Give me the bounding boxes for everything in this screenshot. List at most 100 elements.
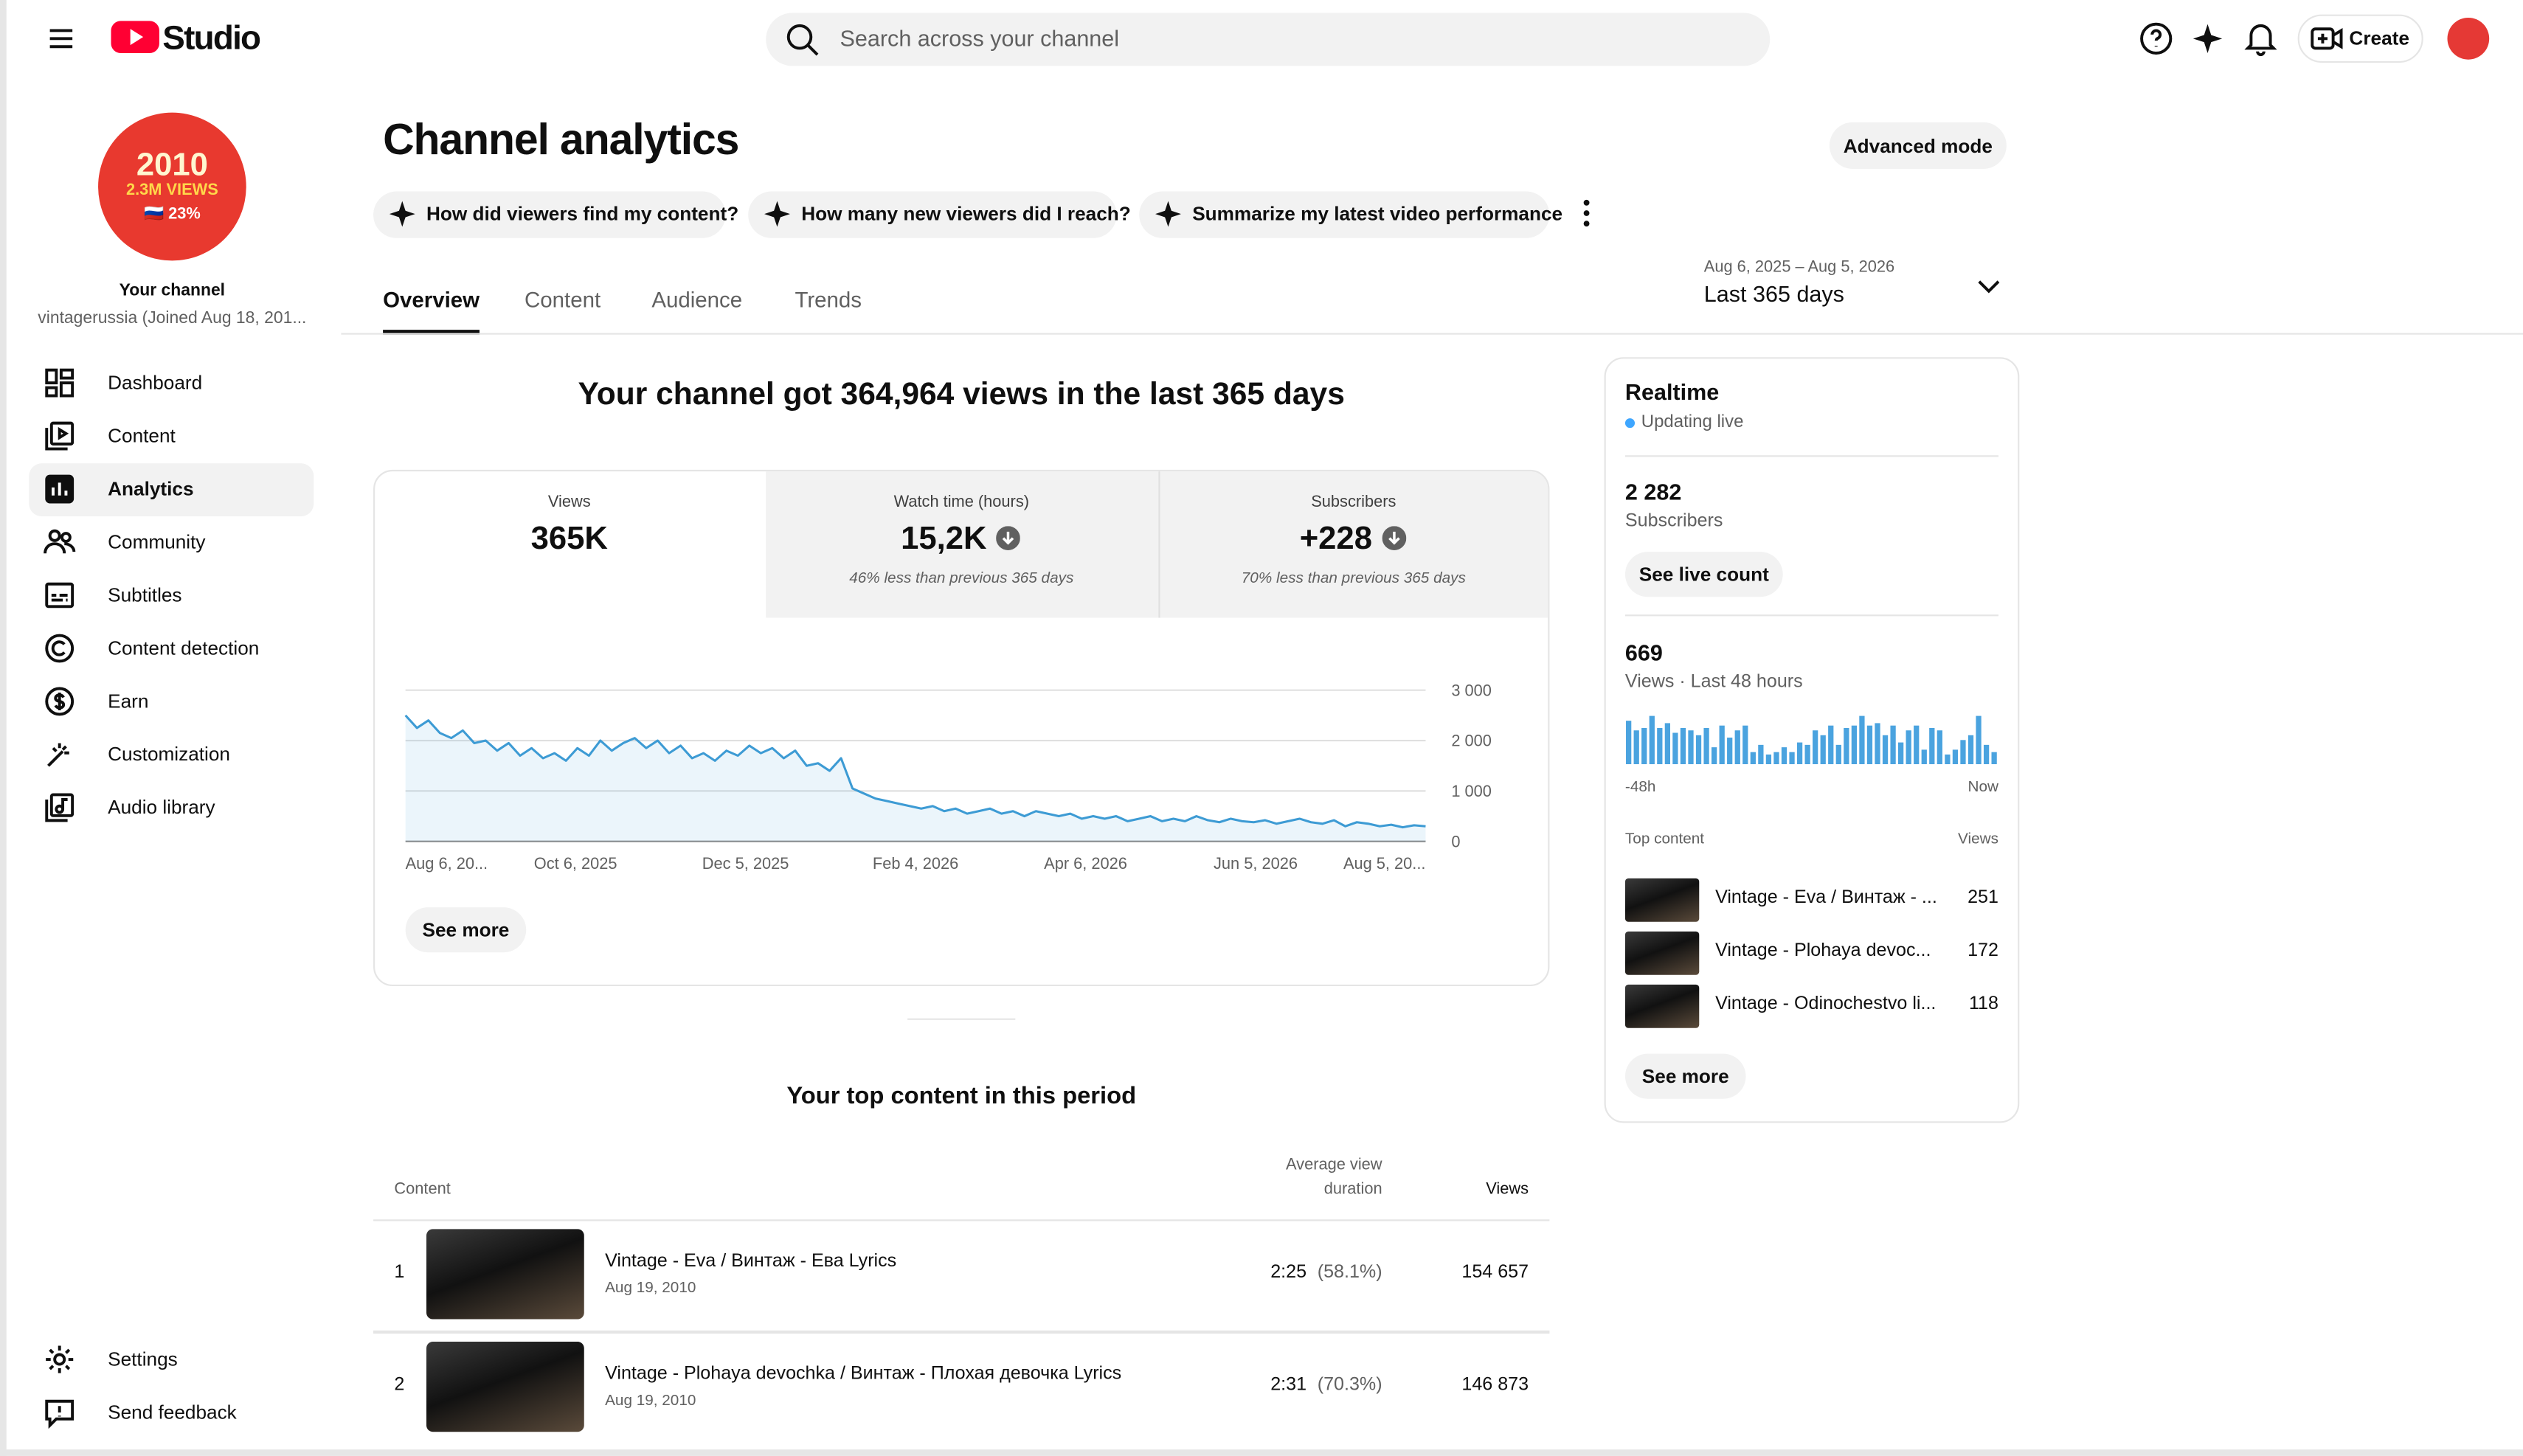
create-label[interactable]: Create: [2349, 27, 2409, 50]
video-title[interactable]: Vintage - Eva / Винтаж - Ева Lyrics: [605, 1252, 897, 1272]
nav-item[interactable]: Analytics: [108, 477, 194, 500]
thumbnail[interactable]: [1624, 984, 1700, 1028]
nav-item[interactable]: Settings: [108, 1348, 178, 1370]
realtime-title: Realtime: [1624, 378, 1720, 405]
date-range-label[interactable]: Last 365 days: [1703, 280, 1844, 307]
ai-icon: [389, 201, 415, 227]
nav-icon[interactable]: [44, 473, 76, 505]
nav-icon[interactable]: [44, 579, 76, 611]
nav-item[interactable]: Community: [108, 530, 206, 553]
nav-icon[interactable]: [44, 526, 76, 558]
more-icon[interactable]: [1580, 198, 1593, 230]
nav-item[interactable]: Customization: [108, 743, 230, 766]
thumbnail[interactable]: [426, 1229, 584, 1320]
nav-item[interactable]: Audio library: [108, 796, 215, 819]
suggestion-chip[interactable]: [748, 191, 1117, 238]
suggestion-chip[interactable]: [1139, 191, 1550, 238]
rank: 1: [394, 1263, 405, 1283]
bar: [1711, 747, 1717, 765]
divider: [1158, 471, 1160, 618]
nav-icon[interactable]: [44, 738, 76, 771]
metric-value[interactable]: 15,2K: [901, 521, 987, 557]
bar: [1633, 730, 1639, 765]
channel-avatar[interactable]: [98, 112, 246, 261]
create-icon[interactable]: [2311, 26, 2343, 52]
search-box[interactable]: [766, 13, 1771, 66]
nav-icon[interactable]: [44, 791, 76, 824]
help-icon[interactable]: [2139, 21, 2174, 56]
search-icon[interactable]: [785, 23, 820, 58]
logo-text[interactable]: Studio: [162, 20, 261, 58]
metric-tab-bg: [766, 471, 1548, 618]
suggestion-text[interactable]: Summarize my latest video performance: [1192, 202, 1563, 225]
nav-icon[interactable]: [44, 367, 76, 399]
nav-icon[interactable]: [44, 632, 76, 665]
nav-icon[interactable]: [44, 1396, 76, 1429]
ai-icon-shape: [2193, 24, 2223, 53]
suggestion-chip[interactable]: [373, 191, 726, 238]
video-title[interactable]: Vintage - Plohaya devochka / Винтаж - Пл…: [605, 1363, 1122, 1383]
item-title[interactable]: Vintage - Eva / Винтаж - ...: [1715, 888, 1937, 908]
bar: [1765, 754, 1772, 765]
x-tick-label: Oct 6, 2025: [534, 854, 617, 873]
bar: [1804, 744, 1810, 765]
metric-value[interactable]: 365K: [530, 521, 608, 557]
live-count-button[interactable]: See live count: [1624, 552, 1783, 597]
thumbnail[interactable]: [426, 1340, 584, 1432]
item-title[interactable]: Vintage - Plohaya devoc...: [1715, 941, 1931, 961]
nav-item[interactable]: Content: [108, 424, 176, 447]
chevron-down[interactable]: [1976, 277, 2001, 296]
tab[interactable]: Trends: [795, 288, 862, 312]
search-placeholder[interactable]: Search across your channel: [840, 25, 1120, 51]
metric-label[interactable]: Views: [547, 493, 591, 512]
suggestion-text[interactable]: How many new viewers did I reach?: [801, 202, 1131, 225]
bar: [1976, 715, 1982, 765]
nav-icon[interactable]: [44, 420, 76, 452]
nav-item[interactable]: Send feedback: [108, 1401, 237, 1424]
nav-selected-bg[interactable]: [29, 463, 314, 517]
search-icon-shape: [806, 44, 819, 56]
nav-icon[interactable]: [44, 685, 76, 718]
nav-icon-shape: [53, 1353, 66, 1366]
nav-icon[interactable]: [44, 1343, 76, 1376]
bar: [1890, 725, 1896, 765]
views-label: Views · Last 48 hours: [1624, 672, 1803, 693]
rank: 2: [394, 1374, 405, 1395]
nav-item[interactable]: Subtitles: [108, 583, 182, 606]
video-date: Aug 19, 2010: [605, 1391, 696, 1410]
subscriber-label: Subscribers: [1624, 511, 1723, 531]
thumbnail[interactable]: [1624, 878, 1700, 922]
y-tick-label: 3 000: [1451, 681, 1492, 699]
menu-icon[interactable]: [46, 24, 75, 53]
bar: [1657, 727, 1663, 765]
nav-item[interactable]: Earn: [108, 690, 149, 713]
suggestion-text[interactable]: How did viewers find my content?: [426, 202, 739, 225]
account-avatar[interactable]: [2447, 17, 2490, 60]
metric-label[interactable]: Subscribers: [1311, 493, 1397, 512]
logo-icon[interactable]: [111, 19, 162, 55]
tab[interactable]: Content: [525, 288, 601, 312]
tab[interactable]: Overview: [383, 288, 480, 312]
metric-label[interactable]: Watch time (hours): [893, 493, 1029, 512]
bar: [1719, 725, 1725, 765]
ai-icon[interactable]: [2192, 23, 2224, 55]
search-icon-shape: [786, 24, 813, 50]
see-more-button[interactable]: See more: [405, 907, 527, 953]
nav-icon-shape: [59, 368, 75, 380]
create-button[interactable]: [2297, 14, 2423, 63]
see-more-button[interactable]: See more: [1624, 1053, 1746, 1099]
date-range-dates[interactable]: Aug 6, 2025 – Aug 5, 2026: [1703, 259, 1895, 277]
metric-value[interactable]: +228: [1299, 521, 1372, 557]
views-chart: 3 000 2 000 1 000 0 Aug 6, 20... Oct 6, 2025 D…: [404, 681, 1492, 873]
nav-icon-shape: [46, 1345, 74, 1373]
item-title[interactable]: Vintage - Odinochestvo li...: [1715, 994, 1937, 1014]
notifications-icon[interactable]: [2244, 21, 2277, 57]
nav-icon-shape: [49, 793, 75, 817]
bar: [1929, 727, 1935, 765]
thumbnail[interactable]: [1624, 931, 1700, 975]
tab[interactable]: Audience: [651, 288, 743, 312]
nav-item[interactable]: Content detection: [108, 637, 260, 659]
nav-item[interactable]: Dashboard: [108, 371, 203, 394]
advanced-mode-button[interactable]: Advanced mode: [1829, 122, 2007, 170]
row-divider: [373, 1330, 1550, 1332]
